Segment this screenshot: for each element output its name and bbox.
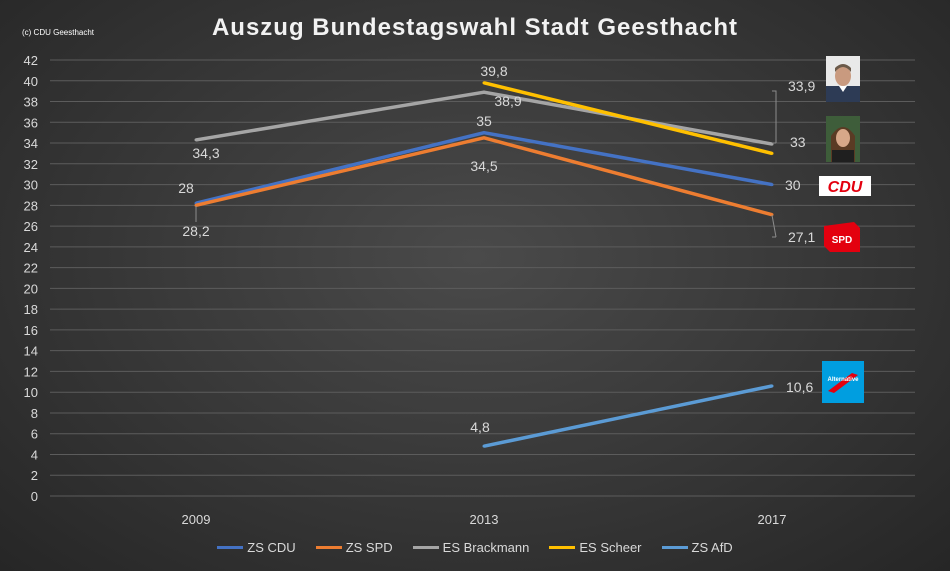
legend-item: ZS CDU [217, 540, 296, 555]
svg-text:SPD: SPD [832, 235, 853, 246]
y-tick-label: 40 [24, 74, 38, 89]
legend-swatch [217, 546, 244, 549]
data-point [770, 384, 774, 388]
series-line [483, 384, 773, 448]
y-tick-label: 32 [24, 157, 38, 172]
candidate-photo-brackmann [826, 56, 860, 102]
y-tick-label: 30 [24, 178, 38, 193]
chart-legend: ZS CDU ZS SPD ES Brackmann ES Scheer ZS AfD [0, 540, 950, 555]
y-tick-label: 22 [24, 261, 38, 276]
y-tick-label: 34 [24, 136, 38, 151]
data-label: 28 [178, 180, 194, 196]
data-point [482, 444, 486, 448]
x-tick-label: 2017 [758, 512, 787, 527]
y-tick-label: 4 [31, 447, 38, 462]
data-point [482, 136, 486, 140]
data-label: 34,3 [192, 145, 219, 161]
legend-label: ES Brackmann [442, 540, 530, 555]
svg-text:CDU: CDU [828, 179, 863, 196]
data-label: 4,8 [470, 419, 490, 435]
legend-label: ZS CDU [247, 540, 296, 555]
data-label: 35 [476, 113, 492, 129]
legend-swatch [661, 546, 688, 549]
data-label: 10,6 [786, 379, 813, 395]
data-point [770, 183, 774, 187]
data-label: 39,8 [480, 63, 507, 79]
legend-swatch [315, 546, 342, 549]
data-point [482, 81, 486, 85]
legend-swatch [412, 546, 439, 549]
y-tick-label: 6 [31, 427, 38, 442]
legend-item: ES Scheer [549, 540, 642, 555]
y-tick-label: 36 [24, 115, 38, 130]
cdu-logo: CDU [819, 176, 871, 196]
y-tick-label: 12 [24, 364, 38, 379]
y-tick-label: 42 [24, 53, 38, 68]
legend-swatch [549, 546, 576, 549]
chart-title: Auszug Bundestagswahl Stadt Geesthacht [211, 14, 739, 41]
y-tick-label: 18 [24, 302, 38, 317]
data-point [194, 203, 198, 207]
y-tick-label: 28 [24, 198, 38, 213]
y-tick-label: 24 [24, 240, 38, 255]
data-label: 33 [790, 134, 806, 150]
y-tick-label: 38 [24, 95, 38, 110]
data-label: 28,2 [182, 223, 209, 239]
data-label: 38,9 [494, 93, 521, 109]
data-point [482, 131, 486, 135]
legend-label: ES Scheer [579, 540, 642, 555]
copyright-note: (c) CDU Geesthacht [22, 28, 95, 37]
afd-logo: Alternative [822, 361, 864, 403]
portrait-icon [826, 116, 860, 162]
legend-label: ZS SPD [345, 540, 393, 555]
y-tick-label: 16 [24, 323, 38, 338]
series-line [195, 136, 773, 217]
y-tick-label: 8 [31, 406, 38, 421]
portrait-icon [826, 56, 860, 102]
data-label: 30 [785, 177, 801, 193]
x-tick-label: 2013 [470, 512, 499, 527]
legend-label: ZS AfD [691, 540, 733, 555]
cdu-logo-icon: CDU [828, 179, 863, 196]
legend-item: ES Brackmann [412, 540, 530, 555]
spd-logo: SPD [824, 222, 860, 252]
afd-logo-icon: Alternative [822, 361, 864, 403]
legend-item: ZS SPD [315, 540, 393, 555]
y-tick-label: 14 [24, 344, 38, 359]
y-tick-label: 20 [24, 281, 38, 296]
data-point [770, 213, 774, 217]
y-tick-label: 26 [24, 219, 38, 234]
data-label: 27,1 [788, 229, 815, 245]
data-label: 34,5 [470, 158, 497, 174]
data-point [194, 138, 198, 142]
series-line [483, 81, 773, 156]
data-point [482, 90, 486, 94]
data-point [770, 151, 774, 155]
data-label: 33,9 [788, 78, 815, 94]
spd-logo-icon: SPD [824, 222, 860, 252]
y-tick-label: 0 [31, 489, 38, 504]
label-leader-line [772, 90, 777, 143]
y-tick-label: 10 [24, 385, 38, 400]
y-tick-label: 2 [31, 468, 38, 483]
legend-item: ZS AfD [661, 540, 733, 555]
svg-text:Alternative: Alternative [827, 377, 859, 383]
label-leader-line [771, 214, 777, 238]
x-tick-label: 2009 [182, 512, 211, 527]
candidate-photo-scheer [826, 116, 860, 162]
